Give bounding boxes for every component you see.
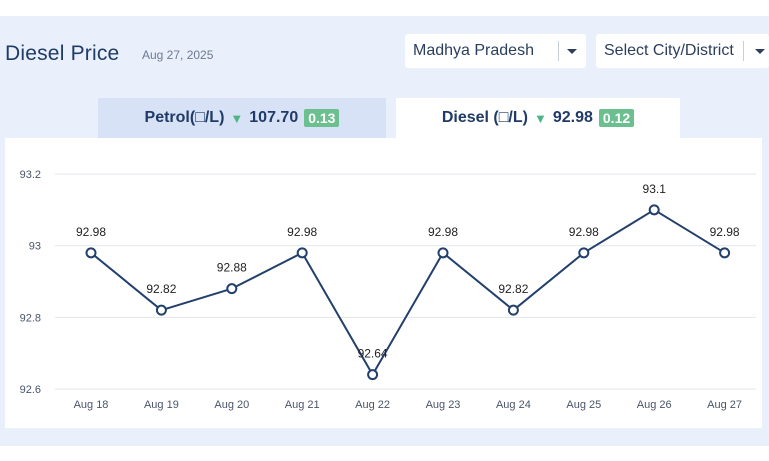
city-select-placeholder: Select City/District bbox=[604, 42, 734, 59]
data-label: 92.98 bbox=[569, 225, 599, 239]
down-arrow-icon: ▼ bbox=[230, 110, 244, 126]
data-point bbox=[437, 247, 449, 259]
data-point bbox=[296, 247, 308, 259]
price-date: Aug 27, 2025 bbox=[142, 48, 214, 62]
city-select[interactable]: Select City/District bbox=[596, 34, 769, 68]
x-tick-label: Aug 22 bbox=[355, 399, 390, 411]
x-tick-label: Aug 24 bbox=[496, 399, 531, 411]
price-line-chart: 92.6 92.8 93 93.2 Aug 18 Aug 19 Aug 20 Aug 21 Au… bbox=[20, 169, 756, 411]
y-tick-label: 92.8 bbox=[20, 312, 41, 324]
series-line bbox=[90, 208, 726, 376]
data-label: 92.64 bbox=[358, 347, 388, 361]
tab-diesel-label: Diesel (□/L) bbox=[441, 109, 528, 126]
down-arrow-icon: ▼ bbox=[533, 110, 547, 126]
data-point bbox=[507, 304, 519, 316]
data-label: 93.1 bbox=[643, 182, 667, 196]
data-point bbox=[648, 204, 660, 216]
bottom-strip bbox=[0, 446, 769, 461]
top-strip bbox=[0, 0, 769, 16]
y-tick-label: 93.2 bbox=[20, 169, 41, 181]
state-select-value: Madhya Pradesh bbox=[413, 42, 534, 59]
data-point bbox=[578, 247, 590, 259]
tab-diesel-price: 92.98 bbox=[552, 109, 593, 126]
x-tick-label: Aug 21 bbox=[285, 399, 320, 411]
data-label: 92.82 bbox=[498, 282, 528, 296]
data-label: 92.98 bbox=[428, 225, 458, 239]
x-tick-label: Aug 25 bbox=[566, 399, 601, 411]
state-select[interactable]: Madhya Pradesh bbox=[405, 34, 586, 68]
tab-petrol-label: Petrol(□/L) bbox=[144, 109, 225, 126]
data-point bbox=[719, 247, 731, 259]
data-point bbox=[367, 369, 379, 381]
chevron-down-icon[interactable] bbox=[567, 49, 577, 54]
y-tick-label: 93 bbox=[29, 241, 41, 253]
x-tick-label: Aug 18 bbox=[74, 399, 109, 411]
y-tick-label: 92.6 bbox=[20, 384, 41, 396]
tab-petrol-price: 107.70 bbox=[249, 109, 299, 126]
data-point bbox=[155, 304, 167, 316]
x-tick-label: Aug 19 bbox=[144, 399, 179, 411]
page-title: Diesel Price bbox=[5, 42, 120, 65]
data-label: 92.98 bbox=[76, 225, 106, 239]
x-tick-label: Aug 23 bbox=[426, 399, 461, 411]
data-label: 92.82 bbox=[146, 282, 176, 296]
data-point bbox=[226, 283, 238, 295]
city-select-divider bbox=[743, 41, 744, 61]
tab-diesel-change-badge: 0.12 bbox=[598, 109, 635, 127]
x-tick-label: Aug 26 bbox=[637, 399, 672, 411]
tab-petrol[interactable]: Petrol(□/L) ▼ 107.70 0.13 bbox=[98, 98, 386, 138]
x-tick-label: Aug 27 bbox=[707, 399, 742, 411]
data-point bbox=[85, 247, 97, 259]
data-label: 92.88 bbox=[217, 261, 247, 275]
x-tick-label: Aug 20 bbox=[214, 399, 249, 411]
chart-card: 92.6 92.8 93 93.2 Aug 18 Aug 19 Aug 20 Aug 21 Au… bbox=[5, 138, 762, 428]
tab-diesel[interactable]: Diesel (□/L) ▼ 92.98 0.12 bbox=[396, 98, 680, 138]
data-label: 92.98 bbox=[287, 225, 317, 239]
chevron-down-icon[interactable] bbox=[755, 49, 765, 54]
state-select-divider bbox=[558, 41, 559, 61]
data-label: 92.98 bbox=[710, 225, 740, 239]
tab-petrol-change-badge: 0.13 bbox=[304, 109, 340, 127]
